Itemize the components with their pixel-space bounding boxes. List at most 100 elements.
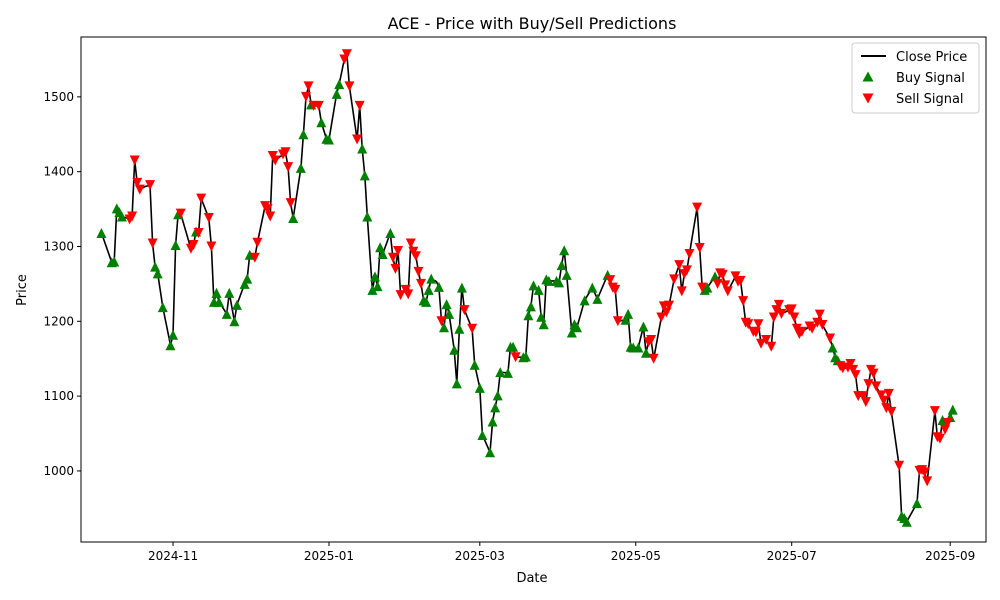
buy-signal-marker [288, 213, 299, 224]
sell-signal-marker [825, 333, 836, 344]
sell-signal-marker [252, 237, 263, 248]
sell-signal-marker [743, 319, 754, 330]
y-axis-label: Price [15, 274, 30, 306]
sell-signal-marker [807, 323, 818, 334]
sell-signal-marker [344, 81, 355, 92]
y-tick-label: 1000 [43, 464, 74, 478]
sell-signal-marker [612, 316, 623, 327]
sell-signal-marker [206, 241, 217, 252]
buy-signal-marker [367, 284, 378, 295]
sell-signal-marker [796, 326, 807, 337]
buy-signal-marker [357, 143, 368, 154]
buy-signal-marker [109, 256, 120, 267]
buy-signal-marker [508, 341, 519, 352]
sell-signal-marker [791, 323, 802, 334]
sell-signal-marker [341, 49, 352, 60]
sell-signal-marker [919, 467, 930, 478]
plot-area [80, 36, 987, 543]
sell-signal-marker [676, 286, 687, 297]
buy-signal-marker [385, 228, 396, 239]
sell-signal-marker [934, 433, 945, 444]
sell-signal-marker [871, 381, 882, 392]
x-tick-label: 2025-07 [767, 549, 817, 563]
buy-signal-marker [439, 322, 450, 333]
buy-signal-marker [490, 402, 501, 413]
sell-signal-marker [646, 335, 657, 345]
sell-signal-marker [127, 211, 138, 222]
sell-signal-marker [858, 391, 869, 402]
sell-signal-marker [773, 299, 784, 310]
buy-signal-marker [827, 342, 838, 353]
sell-signal-marker [817, 320, 828, 331]
sell-signal-marker [663, 300, 674, 311]
sell-signal-marker [929, 406, 940, 417]
sell-signal-marker [886, 406, 897, 417]
buy-signal-marker [377, 248, 388, 259]
buy-signal-marker [561, 269, 572, 280]
sell-signal-marker [285, 198, 296, 209]
sell-signal-marker [860, 397, 871, 408]
sell-signal-marker [196, 193, 207, 204]
buy-signal-marker [165, 340, 176, 351]
y-tick-label: 1400 [43, 165, 74, 179]
y-tick-label: 1500 [43, 90, 74, 104]
sell-signal-marker [848, 364, 859, 375]
buy-signal-marker [423, 284, 434, 295]
buy-signal-marker [559, 245, 570, 256]
y-tick-label: 1300 [43, 239, 74, 253]
sell-signal-marker [712, 278, 723, 289]
sell-signal-marker [354, 100, 365, 111]
sell-signal-marker [265, 211, 276, 222]
legend-close-price-label: Close Price [896, 50, 967, 65]
sell-signal-marker [459, 305, 470, 316]
sell-signal-marker [850, 370, 861, 381]
sell-signal-marker [766, 341, 777, 352]
buy-signal-marker [533, 284, 544, 295]
sell-signal-marker [753, 319, 764, 330]
sell-signal-marker [694, 242, 705, 253]
sell-signal-marker [175, 208, 186, 219]
buy-signal-marker [640, 347, 651, 358]
sell-signal-marker [280, 147, 291, 158]
sell-signal-marker [876, 390, 887, 401]
buy-signal-marker [474, 382, 485, 393]
buy-signal-marker [566, 327, 577, 338]
sell-signal-marker [132, 177, 143, 188]
sell-signal-marker [134, 184, 145, 195]
sell-signal-marker [942, 418, 953, 429]
buy-signal-marker [469, 359, 480, 370]
buy-signal-marker [298, 129, 309, 140]
buy-signal-marker [214, 296, 225, 307]
sell-signal-marker [390, 263, 401, 274]
sell-signal-marker [436, 316, 447, 327]
sell-signal-marker [283, 162, 294, 173]
sell-signal-marker [720, 280, 731, 291]
buy-signal-marker [947, 404, 958, 415]
buy-signal-marker [592, 293, 603, 304]
buy-signal-marker [520, 351, 531, 362]
sell-signal-marker [789, 312, 800, 323]
sell-signal-marker [413, 266, 424, 277]
buy-signal-marker [525, 301, 536, 312]
sell-signal-marker [692, 202, 703, 213]
sell-signal-marker [352, 134, 363, 145]
buy-signal-marker [242, 273, 253, 284]
y-tick-label: 1200 [43, 314, 74, 328]
buy-signal-marker [362, 211, 373, 222]
sell-signal-marker [894, 460, 905, 471]
sell-signal-marker [738, 296, 749, 307]
buy-signal-marker [221, 308, 232, 319]
sell-signal-marker [669, 274, 680, 285]
buy-signal-marker [421, 296, 432, 307]
sell-signal-marker [249, 252, 260, 263]
buy-signal-marker [536, 311, 547, 322]
x-tick-label: 2025-09 [925, 549, 975, 563]
sell-signal-marker [510, 352, 521, 363]
sell-signal-marker [145, 180, 156, 191]
buy-signal-marker [426, 273, 437, 284]
buy-signal-marker [702, 282, 713, 293]
sell-signal-marker [393, 245, 404, 256]
sell-signal-marker [129, 155, 140, 166]
buy-signal-marker [911, 498, 922, 509]
